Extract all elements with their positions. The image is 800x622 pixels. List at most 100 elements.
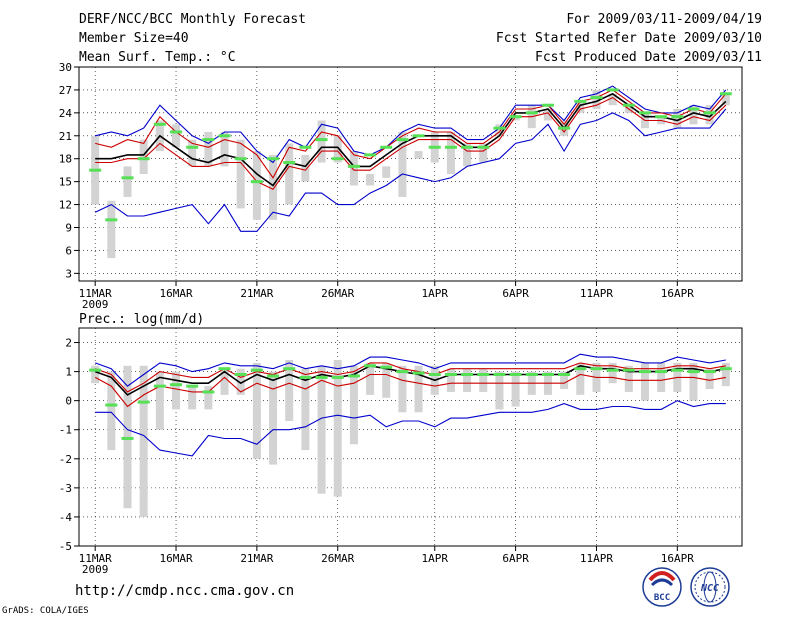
p1-spread-bar [624,365,633,392]
p1-spread-bar [139,365,148,517]
p1-upper-line [95,362,726,393]
p0-forecast-marker [347,164,360,168]
p1-forecast-marker [267,374,280,378]
p0-spread-bar [366,174,375,186]
p0-max-line [95,85,727,164]
p1-spread-bar [511,371,520,407]
p1-forecast-marker [202,390,215,394]
p0-spread-bar [446,131,455,174]
p0-forecast-marker [703,111,716,115]
p1-spread-bar [479,368,488,392]
p1-forecast-marker [234,373,247,377]
p0-ytick-label: 18 [59,153,72,166]
p1-spread-bar [269,371,278,465]
p0-spread-bar [269,154,278,220]
bcc-logo-text: BCC [654,593,670,603]
p0-forecast-marker [687,107,700,111]
p1-forecast-marker [541,373,554,377]
p1-forecast-marker [137,400,150,404]
p0-forecast-marker [622,103,635,107]
p1-spread-bar [576,362,585,395]
p1-forecast-marker [558,373,571,377]
ncc-logo: NCC [690,567,730,607]
p1-forecast-marker [299,375,312,379]
p0-forecast-marker [493,126,506,130]
p1-spread-bar [285,359,294,422]
p0-xtick-label: 16APR [661,287,694,300]
p0-spread-bar [349,151,358,186]
p0-forecast-marker [655,115,668,119]
p0-forecast-marker [590,96,603,100]
p0-spread-bar [188,139,197,167]
p1-ytick-label: 2 [65,337,72,350]
p0-plot-frame [78,66,743,282]
p1-spread-bar [382,362,391,398]
p1-forecast-marker [590,367,603,371]
p1-forecast-marker [105,403,118,407]
p1-spread-bar [301,368,310,451]
member-size-label: Member Size=40 [79,31,189,46]
p0-spread-bar [139,139,148,174]
bcc-logo-swirl-blue-icon [650,578,674,587]
p0-forecast-marker [525,111,538,115]
p1-spread-bar [366,362,375,395]
p1-xtick-label: 11MAR [79,552,112,565]
p0-spread-bar [414,151,423,159]
p1-spread-bar [705,368,714,390]
p1-spread-bar [721,362,730,387]
p0-forecast-marker [477,145,490,149]
p1-mean-line [94,364,726,396]
p1-forecast-marker [655,370,668,374]
p0-mean-line [95,92,727,187]
p0-forecast-marker [170,130,183,134]
p1-spread-bar [657,362,666,392]
p1-spread-bar [172,371,181,410]
p0-spread-bar [543,109,552,121]
p1-spread-bar [446,368,455,392]
p0-spread-bar [285,143,294,205]
p1-forecast-marker [121,436,134,440]
p0-forecast-marker [153,122,166,126]
p0-forecast-marker [541,103,554,107]
p0-spread-bar [673,109,682,129]
p0-forecast-marker [509,115,522,119]
p1-max-line [95,353,726,387]
p0-spread-bar [511,116,520,121]
p1-forecast-marker [364,364,377,368]
p0-spread-bar [252,151,261,220]
p0-forecast-marker [412,134,425,138]
p1-forecast-marker [428,373,441,377]
figure-title: DERF/NCC/BCC Monthly Forecast [79,12,306,27]
p1-forecast-marker [638,370,651,374]
p1-forecast-marker [331,375,344,379]
p1-forecast-marker [412,371,425,375]
p0-forecast-marker [574,99,587,103]
p0-ytick-label: 12 [59,199,72,212]
p1-forecast-marker [703,370,716,374]
p0-spread-bar [463,143,472,167]
temperature-panel: 3 6 9 12 15 18 21 24 27 30 11MAR 16MAR 21MAR 26MAR 1AP… [59,61,743,311]
p1-forecast-marker [380,365,393,369]
p0-forecast-marker [638,111,651,115]
p1-forecast-marker [396,370,409,374]
p1-ytick-label: 1 [65,366,72,379]
p0-spread-bar [689,105,698,125]
p1-spread-bar [91,365,100,384]
p0-ytick-label: 21 [59,130,72,143]
p1-xtick-label: 6APR [502,552,529,565]
p1-forecast-marker [315,375,328,379]
p0-xtick-label: 21MAR [240,287,273,300]
p1-forecast-marker [347,374,360,378]
p1-forecast-marker [153,384,166,388]
p1-forecast-marker [170,383,183,387]
precip-variable-label: Prec.: log(mm/d) [79,312,204,327]
p0-xtick-label: 16MAR [159,287,192,300]
p1-spread-bar [640,362,649,401]
p0-xtick-label: 11APR [580,287,613,300]
p1-forecast-marker [250,368,263,372]
p1-spread-bar [398,365,407,413]
p0-forecast-marker [137,157,150,161]
p1-forecast-marker [719,367,732,371]
p1-xtick-label: 11APR [580,552,613,565]
p0-forecast-marker [331,157,344,161]
